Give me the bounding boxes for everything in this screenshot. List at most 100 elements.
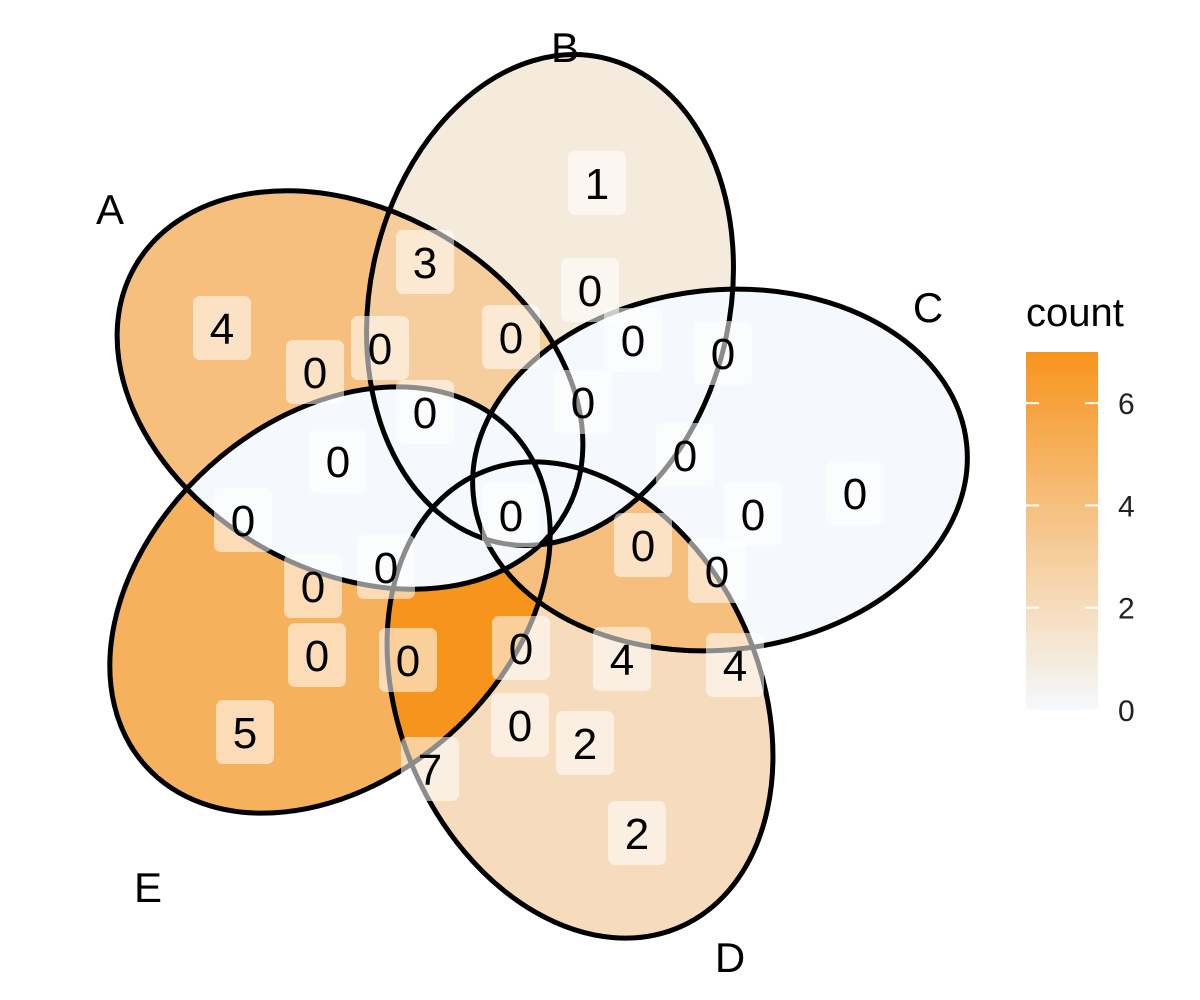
region-label-bg [216, 700, 274, 764]
region-count: 0 [621, 317, 645, 366]
region-count: 0 [499, 492, 523, 541]
region-count: 2 [625, 810, 649, 859]
region-label-bg [656, 423, 714, 487]
region-label-bg [604, 308, 662, 372]
region-label-bg [688, 539, 746, 603]
region-count: 0 [741, 491, 765, 540]
region-label-bg [554, 370, 612, 434]
region-count: 7 [418, 746, 442, 795]
region-label-bc: 0 [694, 321, 752, 385]
region-label-bg [568, 151, 626, 215]
legend-colorbar [1026, 352, 1098, 710]
region-count: 0 [305, 632, 329, 681]
region-label-bcde: 2 [556, 711, 614, 775]
region-label-abc: 0 [554, 370, 612, 434]
region-label-abe: 0 [561, 258, 619, 322]
region-label-bg [482, 483, 540, 547]
set-label-b: B [551, 24, 579, 71]
region-label-bg [561, 258, 619, 322]
region-label-bg [214, 488, 272, 552]
region-label-bg [556, 711, 614, 775]
region-label-bce: 0 [724, 482, 782, 546]
region-label-ace: 0 [284, 554, 342, 618]
set-label-c: C [913, 284, 943, 331]
region-label-cd: 4 [706, 633, 764, 697]
region-count: 0 [396, 637, 420, 686]
region-label-bde: 0 [491, 693, 549, 757]
region-label-bg [284, 554, 342, 618]
region-label-b: 1 [568, 151, 626, 215]
set-label-e: E [134, 864, 162, 911]
region-count: 0 [711, 330, 735, 379]
region-label-bg [706, 633, 764, 697]
legend-ticks: 0 2 4 6 [1026, 388, 1135, 728]
region-label-be: 0 [482, 305, 540, 369]
region-count: 2 [573, 720, 597, 769]
region-label-ac: 0 [396, 380, 454, 444]
region-label-bg [396, 380, 454, 444]
region-count: 0 [843, 470, 867, 519]
region-count: 1 [585, 160, 609, 209]
region-label-bg [482, 305, 540, 369]
legend-tick-label: 6 [1118, 388, 1135, 421]
region-count: 0 [508, 702, 532, 751]
region-label-bg [351, 316, 409, 380]
region-label-bg [608, 801, 666, 865]
region-label-bg [491, 693, 549, 757]
region-label-bg [309, 429, 367, 493]
region-count: 0 [374, 544, 398, 593]
region-label-bg [396, 230, 454, 294]
region-label-bg [379, 628, 437, 692]
region-label-abcd: 0 [357, 535, 415, 599]
region-label-abce: 0 [688, 539, 746, 603]
region-count: 0 [301, 563, 325, 612]
region-label-bg [826, 461, 884, 525]
region-fill-a [115, 190, 390, 490]
set-labels: A B C D E [96, 24, 943, 981]
region-fill-bc [555, 290, 735, 495]
region-count: 0 [578, 267, 602, 316]
region-label-bg [593, 627, 651, 691]
region-label-bg [193, 296, 251, 360]
legend-tick-label: 4 [1118, 490, 1135, 523]
region-count: 3 [413, 239, 437, 288]
set-label-d: D [715, 934, 745, 981]
set-outline-e [107, 384, 553, 816]
region-label-cde: 4 [593, 627, 651, 691]
region-label-bg [288, 623, 346, 687]
region-fill-ade [395, 510, 505, 590]
region-count: 0 [509, 625, 533, 674]
region-label-bg [614, 513, 672, 577]
region-fill-abce [475, 415, 530, 475]
region-count: 0 [705, 548, 729, 597]
region-fill-bcd [550, 470, 640, 545]
region-fill-e [110, 490, 410, 815]
region-label-abcde: 0 [482, 483, 540, 547]
region-label-ade: 0 [288, 623, 346, 687]
region-label-bg [724, 482, 782, 546]
region-fill-abcd [535, 460, 580, 530]
region-label-ab: 3 [396, 230, 454, 294]
region-count: 4 [210, 305, 234, 354]
region-label-abde: 0 [379, 628, 437, 692]
region-label-bg [357, 535, 415, 599]
region-count: 0 [231, 497, 255, 546]
region-label-de: 7 [401, 737, 459, 801]
set-label-a: A [96, 186, 124, 233]
region-label-ce: 0 [614, 513, 672, 577]
region-count: 0 [631, 522, 655, 571]
region-label-acd: 0 [309, 429, 367, 493]
region-label-bcd: 0 [656, 423, 714, 487]
region-label-bg [492, 616, 550, 680]
region-label-d: 2 [608, 801, 666, 865]
region-label-bd: 0 [604, 308, 662, 372]
region-count: 0 [499, 314, 523, 363]
region-fill-b [390, 55, 735, 340]
region-label-bg [401, 737, 459, 801]
region-count: 0 [326, 438, 350, 487]
region-count: 4 [723, 642, 747, 691]
region-count: 0 [303, 349, 327, 398]
region-label-a: 4 [193, 296, 251, 360]
